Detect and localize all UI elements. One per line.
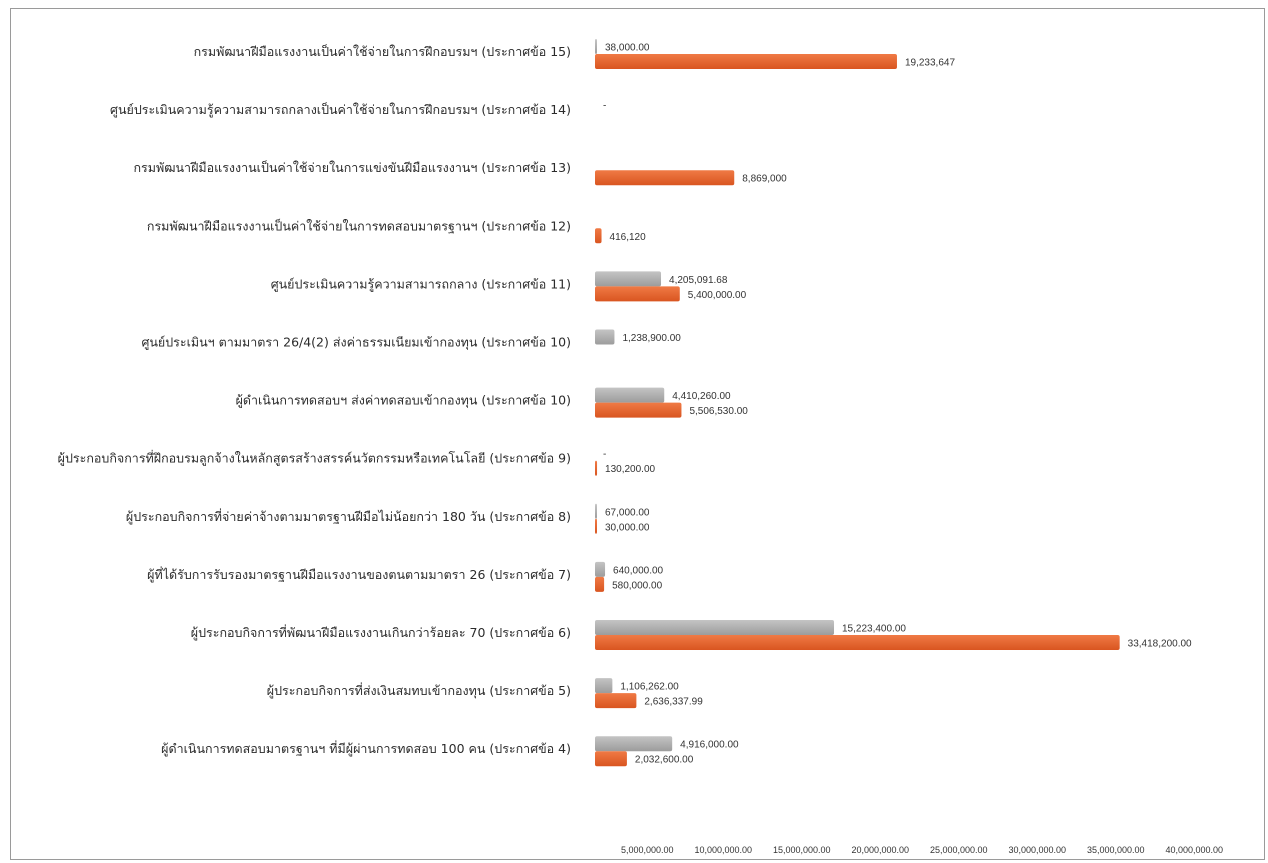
data-label: 2,636,337.99 bbox=[644, 697, 703, 708]
gray-bar bbox=[595, 620, 835, 635]
category-label: ผู้ประกอบกิจการที่ส่งเงินสมทบเข้ากองทุน … bbox=[267, 682, 571, 699]
orange-bar bbox=[595, 576, 605, 592]
category-label: ผู้ประกอบกิจการที่พัฒนาฝีมือแรงงานเกินกว… bbox=[191, 624, 571, 641]
x-tick-label: 35,000,000.00 bbox=[1087, 845, 1145, 855]
orange-bar bbox=[595, 751, 627, 767]
orange-bar bbox=[595, 402, 682, 418]
data-label: 67,000.00 bbox=[605, 507, 650, 518]
x-tick-label: 25,000,000.00 bbox=[930, 845, 988, 855]
x-tick-label: 20,000,000.00 bbox=[851, 845, 909, 855]
data-label: 4,410,260.00 bbox=[672, 391, 731, 402]
orange-bar bbox=[595, 460, 598, 476]
orange-bar bbox=[595, 693, 637, 709]
data-label: 38,000.00 bbox=[605, 43, 650, 54]
orange-bar bbox=[595, 518, 597, 534]
data-label: 15,223,400.00 bbox=[842, 624, 906, 635]
x-tick-label: 40,000,000.00 bbox=[1165, 845, 1223, 855]
data-label: 4,916,000.00 bbox=[680, 740, 739, 751]
category-label: ศูนย์ประเมินความรู้ความสามารถกลาง (ประกา… bbox=[271, 276, 571, 292]
x-tick-label: 15,000,000.00 bbox=[773, 845, 831, 855]
data-label: 8,869,000 bbox=[742, 174, 787, 185]
orange-bar bbox=[595, 635, 1120, 650]
category-label: ผู้ประกอบกิจการที่จ่ายค่าจ้างตามมาตรฐานฝ… bbox=[126, 508, 571, 525]
data-label: 640,000.00 bbox=[613, 565, 663, 576]
category-label: กรมพัฒนาฝีมือแรงงานเป็นค่าใช้จ่ายในการทด… bbox=[147, 218, 571, 233]
data-label: 5,400,000.00 bbox=[688, 290, 747, 301]
category-label: กรมพัฒนาฝีมือแรงงานเป็นค่าใช้จ่ายในการแข… bbox=[133, 160, 571, 175]
data-label: 1,238,900.00 bbox=[622, 333, 681, 344]
orange-bar bbox=[595, 170, 735, 186]
category-label: ศูนย์ประเมินความรู้ความสามารถกลางเป็นค่า… bbox=[110, 102, 571, 118]
gray-bar bbox=[595, 678, 613, 694]
category-label: ผู้ที่ได้รับการรับรองมาตรฐานฝีมือแรงงานข… bbox=[147, 566, 571, 583]
gray-bar bbox=[595, 271, 662, 287]
data-label: 130,200.00 bbox=[605, 464, 655, 475]
data-label: 19,233,647 bbox=[905, 58, 955, 69]
x-tick-label: 5,000,000.00 bbox=[621, 845, 674, 855]
orange-bar bbox=[595, 228, 602, 244]
gray-bar bbox=[595, 503, 597, 519]
data-label: 1,106,262.00 bbox=[620, 682, 679, 693]
gray-bar bbox=[595, 329, 615, 345]
gray-bar bbox=[595, 561, 606, 577]
category-label: ผู้ประกอบกิจการที่ฝึกอบรมลูกจ้างในหลักสู… bbox=[58, 450, 571, 467]
data-label: 33,418,200.00 bbox=[1128, 639, 1192, 650]
chart-frame bbox=[10, 8, 1265, 860]
orange-bar bbox=[595, 54, 897, 69]
category-label: ศูนย์ประเมินฯ ตามมาตรา 26/4(2) ส่งค่าธรร… bbox=[141, 335, 571, 351]
data-label: 5,506,530.00 bbox=[689, 406, 748, 417]
x-tick-label: 30,000,000.00 bbox=[1008, 845, 1066, 855]
x-tick-label: 10,000,000.00 bbox=[694, 845, 752, 855]
data-label: 416,120 bbox=[610, 232, 647, 243]
category-label: ผู้ดำเนินการทดสอบฯ ส่งค่าทดสอบเข้ากองทุน… bbox=[236, 393, 571, 409]
data-label: 2,032,600.00 bbox=[635, 755, 694, 766]
data-label: 4,205,091.68 bbox=[669, 275, 728, 286]
gray-bar bbox=[595, 39, 597, 54]
data-label: 30,000.00 bbox=[605, 522, 650, 533]
gray-bar bbox=[595, 736, 673, 752]
category-label: กรมพัฒนาฝีมือแรงงานเป็นค่าใช้จ่ายในการฝึ… bbox=[194, 44, 571, 59]
data-label: - bbox=[603, 449, 606, 460]
data-label: - bbox=[603, 101, 606, 112]
category-label: ผู้ดำเนินการทดสอบมาตรฐานฯ ที่มีผู้ผ่านกา… bbox=[161, 740, 571, 757]
data-label: 580,000.00 bbox=[612, 580, 662, 591]
gray-bar bbox=[595, 387, 665, 403]
orange-bar bbox=[595, 286, 680, 302]
